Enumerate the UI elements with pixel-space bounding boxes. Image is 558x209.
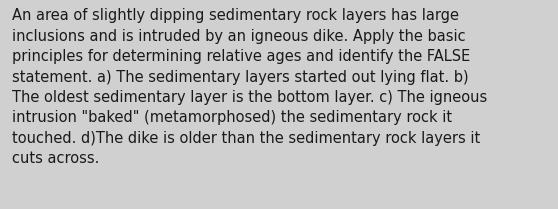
Text: An area of slightly dipping sedimentary rock layers has large
inclusions and is : An area of slightly dipping sedimentary … xyxy=(12,8,488,166)
